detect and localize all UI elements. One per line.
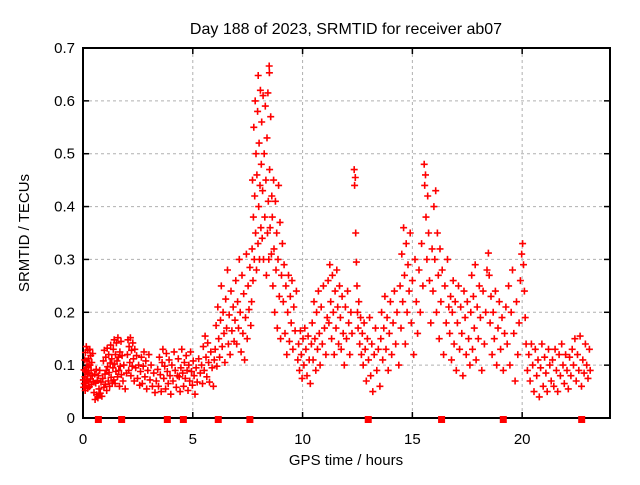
y-tick-label: 0.3 [54, 251, 75, 268]
y-tick-label: 0.5 [54, 146, 75, 163]
x-tick-label: 5 [189, 431, 197, 448]
plus-marker-path [79, 62, 594, 403]
x-tick-label: 20 [514, 431, 531, 448]
baseline-square-marker [578, 416, 586, 423]
scatter-points-series [79, 62, 594, 403]
baseline-square-marker [163, 416, 171, 423]
x-tick-label: 10 [294, 431, 311, 448]
y-tick-label: 0 [67, 410, 75, 427]
y-tick-labels: 0 0.1 0.2 0.3 0.4 0.5 0.6 0.7 [54, 40, 75, 427]
y-tick-label: 0.7 [54, 40, 75, 57]
grid-lines [83, 48, 610, 418]
y-tick-label: 0.1 [54, 357, 75, 374]
baseline-square-marker [364, 416, 372, 423]
chart-title: Day 188 of 2023, SRMTID for receiver ab0… [190, 21, 502, 38]
baseline-square-marker [499, 416, 507, 423]
baseline-square-markers [94, 416, 586, 423]
baseline-square-marker [438, 416, 446, 423]
plot-border [82, 47, 611, 419]
baseline-square-marker [94, 416, 102, 423]
baseline-square-marker [246, 416, 254, 423]
x-tick-label: 15 [404, 431, 421, 448]
y-tick-label: 0.6 [54, 93, 75, 110]
y-tick-label: 0.4 [54, 199, 75, 216]
y-tick-label: 0.2 [54, 304, 75, 321]
baseline-square-marker [179, 416, 187, 423]
baseline-square-marker [118, 416, 126, 423]
x-tick-label: 0 [79, 431, 87, 448]
x-tick-labels: 0 5 10 15 20 [79, 431, 531, 448]
baseline-square-marker [214, 416, 222, 423]
x-axis-label: GPS time / hours [289, 452, 403, 469]
y-axis-label: SRMTID / TECUs [16, 174, 33, 292]
